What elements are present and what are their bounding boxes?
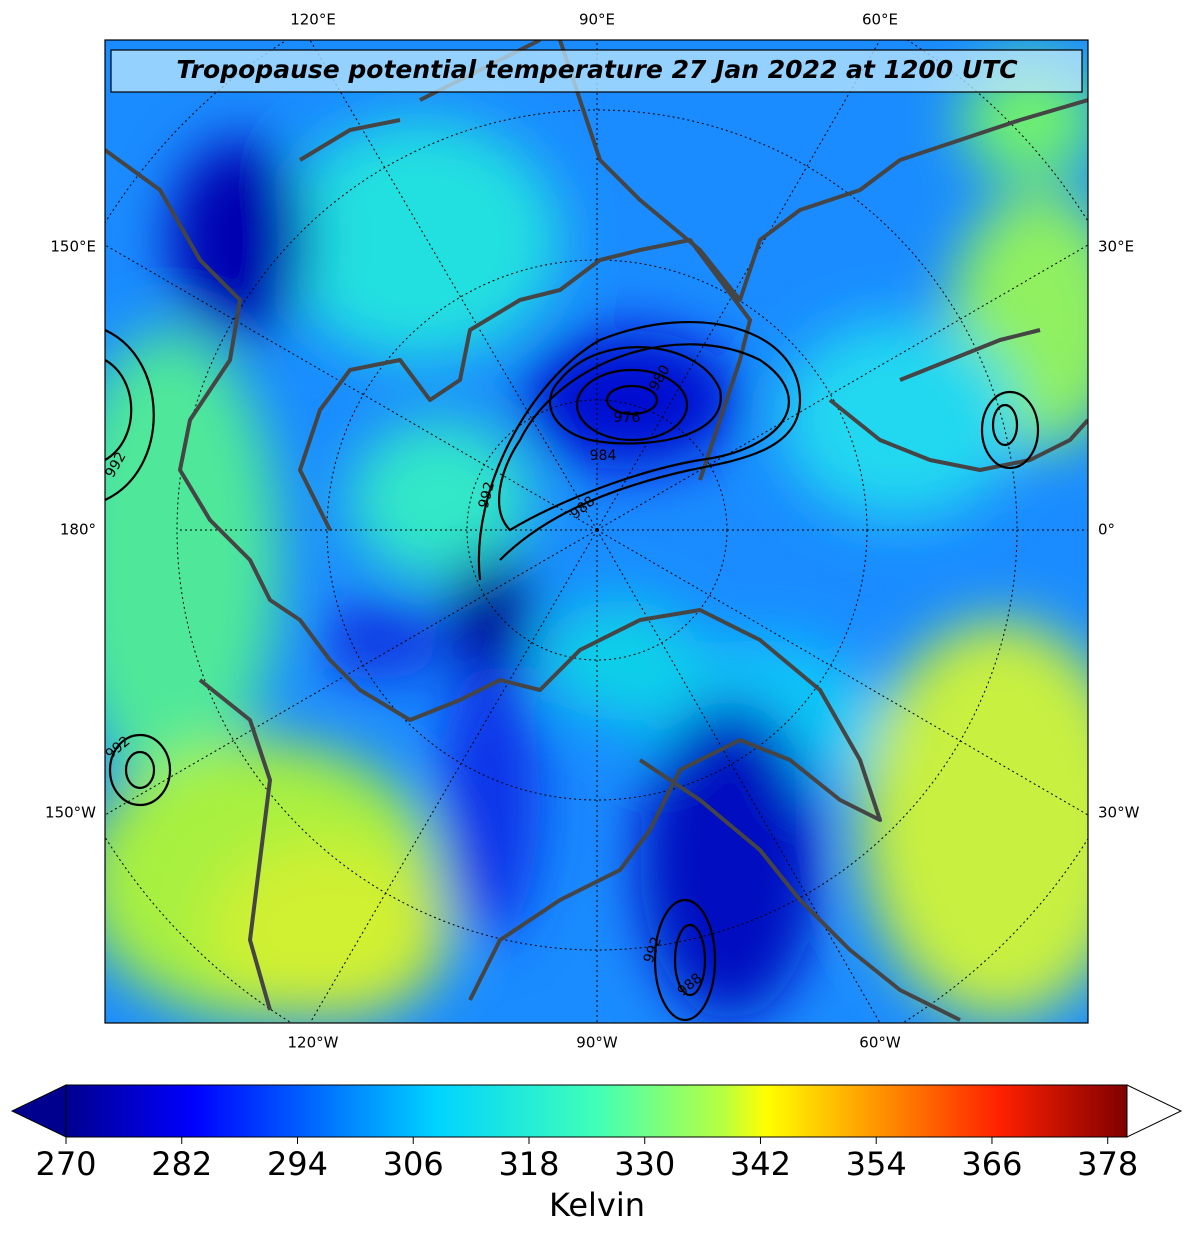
- colorbar-tick-label: 330: [614, 1145, 675, 1183]
- colorbar-body: [66, 1085, 1127, 1137]
- top-lon-label: 60°E: [862, 11, 898, 29]
- bottom-lon-label: 60°W: [859, 1034, 901, 1052]
- right-lon-label: 30°E: [1098, 238, 1134, 256]
- left-lon-label: 180°: [60, 521, 96, 539]
- contour-label: 984: [590, 448, 617, 464]
- colorbar: Kelvin 270 282 294 306 318 330 342 354 366 378: [10, 1084, 1183, 1224]
- colorbar-tick-label: 318: [498, 1145, 559, 1183]
- left-lon-label: 150°E: [50, 238, 96, 256]
- colorbar-tick-label: 294: [267, 1145, 328, 1183]
- colorbar-extend-low: [10, 1084, 67, 1138]
- title-box: [110, 49, 1083, 93]
- colorbar-tick-label: 378: [1077, 1145, 1138, 1183]
- title: Tropopause potential temperature 27 Jan …: [176, 55, 1018, 84]
- contour-label: 992: [476, 480, 498, 510]
- top-lon-label: 90°E: [579, 11, 615, 29]
- right-lon-label: 30°W: [1098, 804, 1140, 822]
- colorbar-tick-label: 354: [846, 1145, 907, 1183]
- colorbar-tick-label: 306: [383, 1145, 444, 1183]
- right-lon-label: 0°: [1098, 521, 1115, 539]
- colorbar-frame: [65, 1084, 1128, 1138]
- map: [105, 40, 1088, 1023]
- left-lon-label: 150°W: [45, 804, 96, 822]
- colorbar-tick-label: 270: [35, 1145, 96, 1183]
- bottom-lon-label: 90°W: [576, 1034, 618, 1052]
- colorbar-tick-label: 282: [151, 1145, 212, 1183]
- top-lon-label: 120°E: [290, 11, 336, 29]
- bottom-lon-label: 120°W: [288, 1034, 339, 1052]
- colorbar-tick-label: 342: [730, 1145, 791, 1183]
- colorbar-extend-high: [1126, 1084, 1183, 1138]
- map-frame: [104, 39, 1089, 1024]
- colorbar-tick-label: 366: [961, 1145, 1022, 1183]
- pressure-contours: [105, 321, 1040, 1022]
- contour-label: 976: [614, 410, 641, 426]
- colorbar-label: Kelvin: [549, 1186, 645, 1224]
